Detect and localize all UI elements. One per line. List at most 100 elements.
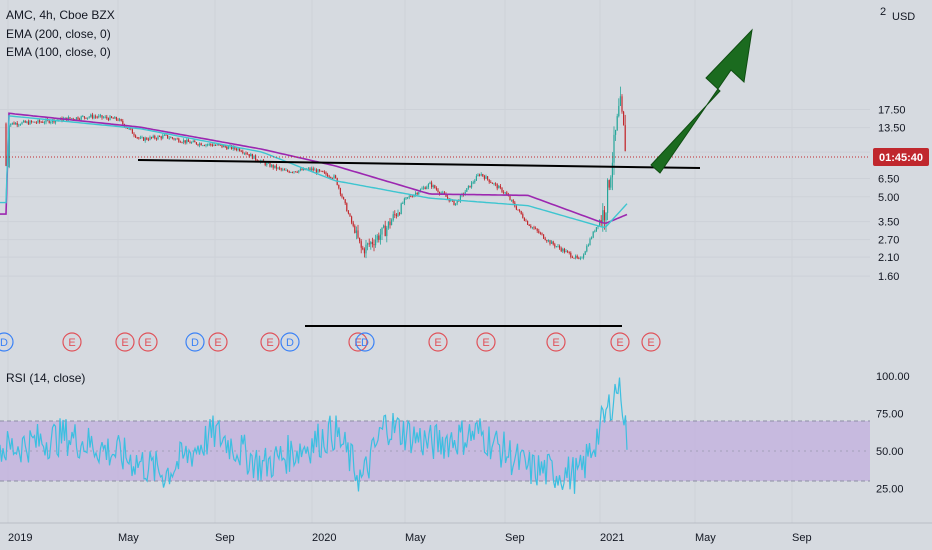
earnings-badge[interactable]: E — [546, 332, 566, 352]
candle-body — [623, 111, 625, 126]
candle-body — [538, 230, 540, 233]
candle-body — [253, 155, 255, 159]
time-axis[interactable]: 2019 May Sep 2020 May Sep 2021 May Sep — [8, 532, 812, 544]
candle-body — [285, 170, 287, 171]
candle-body — [195, 142, 197, 145]
candle-body — [88, 116, 90, 118]
candle-body — [42, 121, 44, 123]
candle-body — [339, 188, 341, 195]
candle-body — [23, 120, 25, 123]
candle-body — [506, 192, 508, 195]
earnings-badge[interactable]: E — [610, 332, 630, 352]
rsi-legend[interactable]: RSI (14, close) — [6, 371, 85, 385]
candle-body — [267, 162, 269, 164]
candle-body — [256, 159, 258, 162]
earnings-badge[interactable]: E — [641, 332, 661, 352]
candle-body — [149, 136, 151, 140]
candle-body — [405, 197, 407, 199]
dividend-badge[interactable]: D — [280, 332, 300, 352]
earnings-badge[interactable]: E — [115, 332, 135, 352]
candle-body — [211, 144, 213, 146]
candle-body — [95, 116, 97, 118]
green-arrow-icon[interactable] — [650, 28, 753, 174]
candle-body — [488, 179, 490, 183]
candle-body — [93, 116, 95, 118]
candle-body — [162, 135, 164, 139]
candle-body — [559, 246, 561, 249]
svg-text:D: D — [286, 337, 294, 349]
candle-body — [315, 169, 317, 173]
candle-body — [293, 171, 295, 173]
candle-body — [168, 138, 170, 139]
candle-body — [299, 168, 301, 171]
ema200-legend[interactable]: EMA (200, close, 0) — [6, 27, 111, 41]
candle-body — [227, 146, 229, 150]
candle-body — [467, 185, 469, 189]
candle-body — [264, 162, 266, 166]
candle-body — [295, 171, 297, 173]
candle-body — [327, 174, 329, 177]
candle-body — [453, 200, 455, 206]
candle-body — [170, 137, 172, 139]
candle-body — [155, 138, 157, 140]
candle-body — [8, 125, 10, 167]
candle-body — [96, 116, 98, 118]
candle-body — [192, 140, 194, 143]
candle-body — [426, 187, 428, 190]
candle-body — [117, 119, 119, 121]
candle-body — [344, 199, 346, 204]
candle-body — [378, 235, 380, 240]
svg-text:E: E — [214, 337, 221, 349]
resistance-line[interactable] — [137, 159, 701, 169]
candle-body — [455, 203, 457, 206]
candle-body — [167, 135, 169, 139]
candle-body — [368, 243, 370, 245]
price-tick-label: 13.50 — [878, 123, 906, 135]
earnings-badge[interactable]: E — [138, 332, 158, 352]
symbol-legend[interactable]: AMC, 4h, Cboe BZX — [6, 8, 115, 22]
candle-body — [402, 203, 404, 204]
candle-body — [311, 168, 313, 171]
candle-body — [578, 257, 580, 259]
earnings-badge[interactable]: E — [428, 332, 448, 352]
rsi-line — [0, 377, 628, 494]
dividend-badge[interactable]: D — [355, 332, 375, 352]
ema100-legend[interactable]: EMA (100, close, 0) — [6, 45, 111, 59]
candle-body — [187, 139, 189, 142]
candle-body — [223, 145, 225, 148]
candle-body — [359, 237, 361, 242]
price-axis[interactable]: 2 USD 17.5013.509.506.505.003.502.702.10… — [873, 6, 929, 283]
candle-body — [314, 169, 316, 171]
candle-body — [563, 248, 565, 253]
candle-body — [99, 115, 101, 117]
earnings-badge[interactable]: E — [348, 332, 368, 352]
candle-body — [482, 174, 484, 177]
candle-body — [594, 231, 596, 233]
candle-body — [483, 176, 485, 179]
candle-body — [64, 117, 66, 119]
candle-body — [421, 188, 423, 190]
candle-body — [90, 114, 92, 117]
earnings-badge[interactable]: E — [62, 332, 82, 352]
countdown-label: 01:45:40 — [879, 152, 923, 164]
rsi-axis[interactable]: 100.00 75.00 50.00 25.00 — [876, 371, 910, 496]
earnings-badge[interactable]: E — [208, 332, 228, 352]
candle-body — [575, 255, 577, 259]
earnings-badge[interactable]: E — [476, 332, 496, 352]
candle-body — [355, 230, 357, 233]
candle-body — [379, 234, 381, 240]
candle-body — [79, 119, 81, 121]
candle-body — [605, 212, 607, 221]
candle-body — [416, 192, 418, 195]
candle-body — [434, 185, 436, 189]
earnings-badge[interactable]: E — [260, 332, 280, 352]
candle-body — [200, 143, 202, 146]
dividend-badge[interactable]: D — [185, 332, 205, 352]
candle-body — [539, 232, 541, 234]
dividend-badge[interactable]: D — [0, 332, 14, 352]
candle-body — [291, 172, 293, 173]
candle-body — [479, 174, 481, 176]
candle-body — [456, 200, 458, 204]
